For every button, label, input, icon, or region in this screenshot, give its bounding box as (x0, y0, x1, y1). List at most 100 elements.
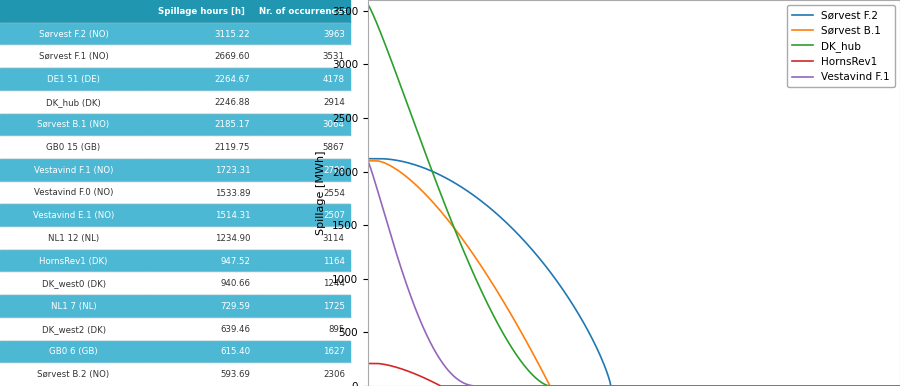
Bar (147, 363, 256, 386)
Text: DK_west0 (DK): DK_west0 (DK) (41, 279, 105, 288)
Text: 940.66: 940.66 (220, 279, 250, 288)
HornsRev1 (436, 384, 446, 386)
DK_hub (363, 2, 374, 7)
HornsRev1 (598, 384, 608, 386)
Bar (256, 159, 350, 182)
Bar (0, 227, 147, 250)
Text: 1627: 1627 (323, 347, 345, 356)
Sørvest F.2 (895, 384, 900, 386)
Text: 2119.75: 2119.75 (215, 143, 250, 152)
Text: DK_west2 (DK): DK_west2 (DK) (41, 325, 105, 334)
Text: 615.40: 615.40 (220, 347, 250, 356)
Text: NL1 12 (NL): NL1 12 (NL) (48, 234, 99, 243)
Bar (0, 23, 147, 46)
Sørvest F.2 (417, 165, 428, 169)
Text: 1514.31: 1514.31 (215, 211, 250, 220)
Bar (147, 340, 256, 363)
Sørvest F.2 (363, 156, 374, 161)
Text: HornsRev1 (DK): HornsRev1 (DK) (40, 257, 108, 266)
Text: Vestavind E.1 (NO): Vestavind E.1 (NO) (33, 211, 114, 220)
Text: Sørvest F.1 (NO): Sørvest F.1 (NO) (39, 52, 108, 61)
Bar (0, 159, 147, 182)
Bar (147, 46, 256, 68)
Text: 2185.17: 2185.17 (215, 120, 250, 129)
Sørvest B.1 (788, 384, 798, 386)
Text: 947.52: 947.52 (220, 257, 250, 266)
Bar (256, 46, 350, 68)
Bar (0, 113, 147, 136)
Text: GB0 6 (GB): GB0 6 (GB) (50, 347, 98, 356)
Text: NL1 7 (NL): NL1 7 (NL) (50, 302, 96, 311)
Vestavind F.1 (895, 384, 900, 386)
Sørvest B.1 (895, 384, 900, 386)
Text: 2507: 2507 (323, 211, 345, 220)
Bar (0, 204, 147, 227)
Line: HornsRev1: HornsRev1 (368, 364, 900, 386)
Bar (256, 0, 350, 23)
Vestavind F.1 (578, 384, 589, 386)
Bar (256, 363, 350, 386)
Text: 3115.22: 3115.22 (215, 30, 250, 39)
Vestavind F.1 (778, 384, 788, 386)
Text: GB0 15 (GB): GB0 15 (GB) (47, 143, 101, 152)
Sørvest F.2 (597, 358, 608, 362)
Bar (147, 273, 256, 295)
Sørvest F.2 (778, 384, 788, 386)
Bar (147, 318, 256, 340)
Text: 1234.90: 1234.90 (215, 234, 250, 243)
Bar (147, 227, 256, 250)
Bar (256, 23, 350, 46)
HornsRev1 (788, 384, 798, 386)
Bar (147, 159, 256, 182)
Bar (256, 295, 350, 318)
Text: Sørvest B.2 (NO): Sørvest B.2 (NO) (38, 370, 110, 379)
Sørvest B.1 (578, 384, 589, 386)
Text: Sørvest F.2 (NO): Sørvest F.2 (NO) (39, 30, 108, 39)
Text: 2306: 2306 (323, 370, 345, 379)
Sørvest B.1 (728, 384, 739, 386)
Text: 895: 895 (328, 325, 345, 334)
Vestavind F.1 (728, 384, 739, 386)
HornsRev1 (417, 374, 428, 379)
Text: DK_hub (DK): DK_hub (DK) (46, 98, 101, 107)
Bar (0, 318, 147, 340)
HornsRev1 (578, 384, 589, 386)
Bar (0, 363, 147, 386)
Text: 3531: 3531 (323, 52, 345, 61)
Sørvest F.2 (606, 384, 616, 386)
Legend: Sørvest F.2, Sørvest B.1, DK_hub, HornsRev1, Vestavind F.1: Sørvest F.2, Sørvest B.1, DK_hub, HornsR… (787, 5, 895, 87)
Text: Sørvest B.1 (NO): Sørvest B.1 (NO) (38, 120, 110, 129)
Text: 3064: 3064 (323, 120, 345, 129)
Bar (0, 136, 147, 159)
HornsRev1 (778, 384, 788, 386)
Sørvest F.2 (728, 384, 739, 386)
Y-axis label: Spillage [MWh]: Spillage [MWh] (316, 151, 327, 235)
HornsRev1 (363, 361, 374, 366)
Text: 5867: 5867 (323, 143, 345, 152)
Text: 1244: 1244 (323, 279, 345, 288)
HornsRev1 (895, 384, 900, 386)
Bar (0, 0, 147, 23)
Bar (256, 91, 350, 113)
Bar (0, 182, 147, 204)
Text: 2708: 2708 (323, 166, 345, 175)
Text: 2914: 2914 (323, 98, 345, 107)
Vestavind F.1 (788, 384, 798, 386)
Bar (256, 204, 350, 227)
Text: 1725: 1725 (323, 302, 345, 311)
Bar (0, 91, 147, 113)
Bar (147, 0, 256, 23)
Bar (147, 136, 256, 159)
Line: Vestavind F.1: Vestavind F.1 (368, 161, 900, 386)
Bar (147, 23, 256, 46)
Sørvest B.1 (363, 159, 374, 163)
HornsRev1 (728, 384, 739, 386)
Bar (147, 250, 256, 273)
Text: 2264.67: 2264.67 (215, 75, 250, 84)
Vestavind F.1 (417, 323, 428, 327)
Text: 2669.60: 2669.60 (215, 52, 250, 61)
Sørvest F.2 (788, 384, 798, 386)
Sørvest B.1 (545, 384, 556, 386)
Bar (256, 182, 350, 204)
Text: Vestavind F.0 (NO): Vestavind F.0 (NO) (34, 188, 113, 198)
